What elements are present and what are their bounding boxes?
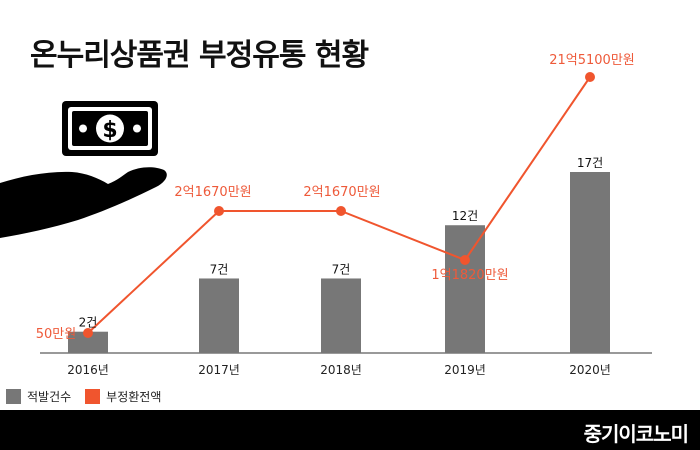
bar-series [68,172,610,353]
amount-point-1 [83,328,93,338]
bar-label-1: 2건 [79,316,98,330]
bar-1 [68,331,108,353]
amount-label-4: 1억1820만원 [431,268,508,283]
bar-label-4: 12건 [452,209,478,223]
open-hand-icon [0,167,167,238]
x-tick-label-1: 2016년 [67,363,109,377]
legend-label-amount: 부정환전액 [106,389,162,404]
data-labels: 2건 7건 7건 12건 17건 50만원 2억1670만원 2억1670만원 1억1820만원… [36,53,635,342]
money-bill-icon: $ [62,101,158,156]
x-tick-label-4: 2019년 [444,363,486,377]
amount-point-4 [460,255,470,265]
chart-title: 온누리상품권 부정유통 현황 [30,38,369,73]
amount-label-1: 50만원 [36,327,76,342]
bar-5 [570,172,610,353]
legend: 적발건수 부정환전액 [6,386,175,406]
x-tick-label-3: 2018년 [320,363,362,377]
svg-text:$: $ [102,118,117,143]
amount-point-5 [585,72,595,82]
legend-label-count: 적발건수 [27,389,72,404]
bar-label-3: 7건 [332,262,351,276]
brand-logo: 중기이코노미 [583,422,689,446]
bar-label-5: 17건 [577,156,603,170]
amount-point-2 [214,206,224,216]
legend-item-amount: 부정환전액 [85,388,161,405]
legend-item-count: 적발건수 [6,388,71,405]
line-series [83,72,595,338]
bar-4 [445,225,485,353]
amount-label-5: 21억5100만원 [549,53,635,68]
amount-label-3: 2억1670만원 [303,185,380,200]
amount-point-3 [336,206,346,216]
amount-label-2: 2억1670만원 [174,185,251,200]
legend-swatch-count [6,388,21,404]
x-tick-label-5: 2020년 [569,363,611,377]
bar-3 [321,278,361,353]
footer-bar: 중기이코노미 [0,410,700,450]
bar-2 [199,278,239,353]
x-axis: 2016년 2017년 2018년 2019년 2020년 [40,352,652,377]
bar-label-2: 7건 [210,262,229,276]
legend-swatch-amount [85,388,101,404]
x-tick-label-2: 2017년 [198,363,240,377]
